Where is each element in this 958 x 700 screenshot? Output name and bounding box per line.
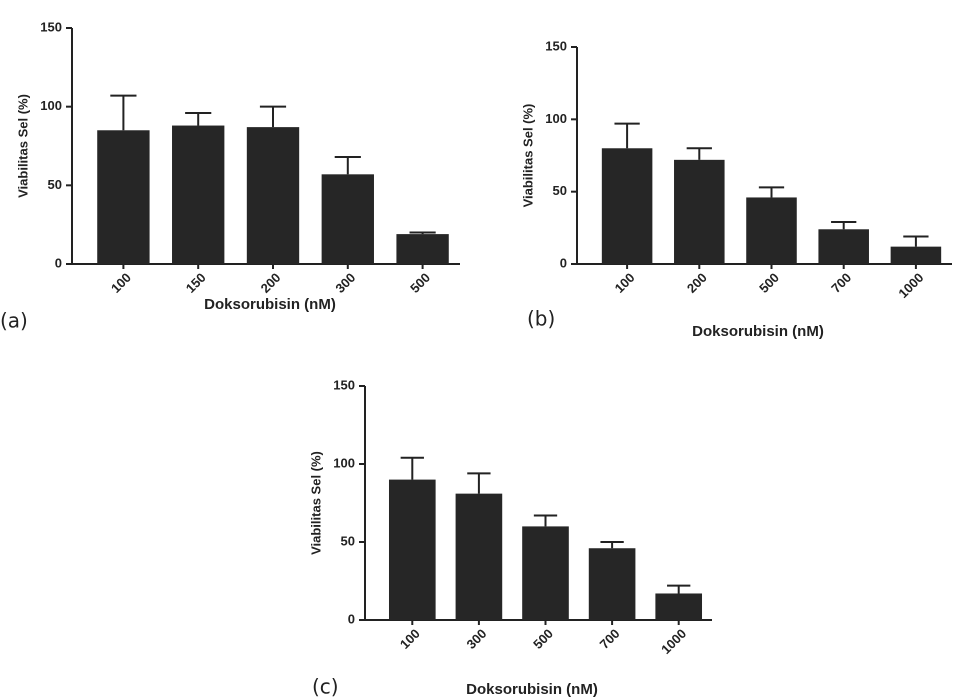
bar xyxy=(588,548,636,620)
panel-label: (b) xyxy=(527,307,555,331)
x-tick-label: 300 xyxy=(463,626,489,652)
y-tick-label: 100 xyxy=(333,455,355,470)
bar xyxy=(321,174,374,264)
y-tick-label: 150 xyxy=(333,377,355,392)
bar xyxy=(674,159,725,264)
y-tick-label: 150 xyxy=(545,38,567,53)
panel-label: (c) xyxy=(312,675,339,699)
bar xyxy=(97,130,150,264)
bar xyxy=(246,127,300,265)
x-tick-label: 150 xyxy=(183,270,209,296)
x-tick-label: 300 xyxy=(332,270,358,296)
bar xyxy=(522,526,569,620)
x-tick-label: 100 xyxy=(108,270,134,296)
bar xyxy=(601,148,653,264)
bar xyxy=(172,125,225,265)
x-tick-label: 200 xyxy=(684,270,710,296)
x-tick-label: 1000 xyxy=(658,626,689,657)
y-tick-label: 100 xyxy=(545,111,567,126)
y-axis-label: Viabilitas Sel (%) xyxy=(15,94,30,198)
y-axis-label: Viabilitas Sel (%) xyxy=(308,451,323,555)
y-tick-label: 0 xyxy=(348,611,355,626)
x-tick-label: 500 xyxy=(407,270,433,296)
y-tick-label: 50 xyxy=(341,533,355,548)
bar xyxy=(890,246,942,264)
x-tick-label: 500 xyxy=(756,270,782,296)
x-tick-label: 500 xyxy=(530,626,556,652)
bar xyxy=(746,197,797,264)
y-tick-label: 150 xyxy=(40,19,62,34)
x-axis-label: Doksorubisin (nM) xyxy=(692,323,824,340)
y-tick-label: 50 xyxy=(48,177,62,192)
bar xyxy=(455,493,503,620)
y-tick-label: 50 xyxy=(553,183,567,198)
x-tick-label: 700 xyxy=(597,626,623,652)
x-tick-label: 200 xyxy=(258,270,284,296)
y-tick-label: 100 xyxy=(40,98,62,113)
y-axis-label: Viabilitas Sel (%) xyxy=(520,104,535,208)
bar xyxy=(396,234,449,264)
x-tick-label: 1000 xyxy=(895,270,926,301)
x-axis-label: Doksorubisin (nM) xyxy=(466,681,598,698)
y-tick-label: 0 xyxy=(560,255,567,270)
y-tick-label: 0 xyxy=(55,255,62,270)
bar xyxy=(818,229,869,264)
x-tick-label: 100 xyxy=(397,626,423,652)
x-tick-label: 700 xyxy=(828,270,854,296)
x-axis-label: Doksorubisin (nM) xyxy=(204,296,336,313)
bar xyxy=(655,593,703,620)
bar xyxy=(388,479,436,620)
panel-label: (a) xyxy=(0,309,28,333)
x-tick-label: 100 xyxy=(612,270,638,296)
